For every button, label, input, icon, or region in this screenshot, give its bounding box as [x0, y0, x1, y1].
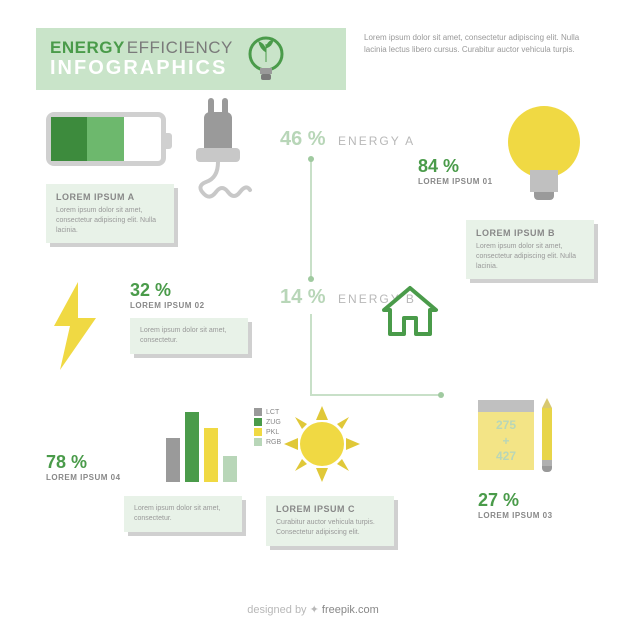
stat-01: 84 % LOREM IPSUM 01: [418, 156, 493, 186]
chart-bar: [204, 428, 218, 482]
footer: designed by ✦ freepik.com: [0, 603, 626, 616]
box-title: LOREM IPSUM B: [476, 228, 584, 238]
connector-dot: [308, 276, 314, 282]
header-subtitle: INFOGRAPHICS: [50, 58, 233, 79]
stat-label: LOREM IPSUM 02: [130, 301, 205, 310]
stat-04: 78 % LOREM IPSUM 04: [46, 452, 121, 482]
notepad-icon: 275 + 427: [478, 400, 534, 470]
plug-icon: [204, 112, 232, 148]
energy-a: 46 % ENERGY A: [280, 128, 415, 151]
legend-item: LCT: [254, 408, 281, 416]
header-efficiency: EFFICIENCY: [127, 38, 233, 57]
connector-line: [310, 158, 312, 278]
intro-text: Lorem ipsum dolor sit amet, consectetur …: [364, 32, 590, 56]
legend-item: RGB: [254, 438, 281, 446]
lightbulb-icon: [508, 106, 580, 178]
lightbulb-tip: [534, 192, 554, 200]
header-energy: ENERGY: [50, 38, 125, 57]
box-title: LOREM IPSUM C: [276, 504, 384, 514]
battery-icon: [46, 112, 166, 166]
box-text: Lorem ipsum dolor sit amet, consectetur …: [476, 242, 584, 271]
chart-legend: LCT ZUG PKL RGB: [254, 408, 281, 448]
box-text: Lorem ipsum dolor sit amet, consectetur.: [140, 326, 238, 346]
stat-label: LOREM IPSUM 04: [46, 473, 121, 482]
stat-pct: 84 %: [418, 156, 493, 177]
bar-chart: LCT ZUG PKL RGB: [166, 396, 296, 482]
stat-pct: 78 %: [46, 452, 121, 473]
footer-brand: freepik.com: [322, 604, 379, 616]
battery-segment: [87, 117, 123, 161]
stat-label: LOREM IPSUM 03: [478, 511, 553, 520]
header-banner: ENERGYEFFICIENCY INFOGRAPHICS: [36, 28, 346, 90]
connector-dot: [438, 392, 444, 398]
chart-bar: [223, 456, 237, 482]
box-chart: Lorem ipsum dolor sit amet, consectetur.: [124, 496, 242, 532]
box-d: Lorem ipsum dolor sit amet, consectetur.: [130, 318, 248, 354]
pencil-icon: [542, 398, 552, 472]
box-c: LOREM IPSUM C Curabitur auctor vehicula …: [266, 496, 394, 546]
box-a: LOREM IPSUM A Lorem ipsum dolor sit amet…: [46, 184, 174, 243]
battery-segment: [51, 117, 87, 161]
lightning-icon: [46, 282, 106, 372]
chart-bar: [166, 438, 180, 482]
connector-line: [310, 394, 440, 396]
eco-bulb-icon: [245, 34, 287, 84]
chart-bar: [185, 412, 199, 482]
box-text: Lorem ipsum dolor sit amet, consectetur.: [134, 504, 232, 524]
energy-b-pct: 14 %: [280, 286, 326, 308]
lightbulb-base: [530, 170, 558, 192]
energy-a-label: ENERGY A: [338, 134, 415, 148]
connector-dot: [308, 156, 314, 162]
energy-a-pct: 46 %: [280, 128, 326, 150]
stat-pct: 27 %: [478, 490, 553, 511]
notepad-plus: +: [484, 434, 528, 450]
plug-cord-icon: [198, 160, 258, 210]
legend-item: PKL: [254, 428, 281, 436]
stat-label: LOREM IPSUM 01: [418, 177, 493, 186]
notepad-n2: 427: [484, 449, 528, 465]
box-text: Lorem ipsum dolor sit amet, consectetur …: [56, 206, 164, 235]
house-icon: [380, 284, 440, 338]
stat-03: 27 % LOREM IPSUM 03: [478, 490, 553, 520]
box-text: Curabitur auctor vehicula turpis. Consec…: [276, 518, 384, 538]
box-b: LOREM IPSUM B Lorem ipsum dolor sit amet…: [466, 220, 594, 279]
stat-02: 32 % LOREM IPSUM 02: [130, 280, 205, 310]
footer-prefix: designed by: [247, 604, 309, 616]
notepad-n1: 275: [484, 418, 528, 434]
legend-item: ZUG: [254, 418, 281, 426]
box-title: LOREM IPSUM A: [56, 192, 164, 202]
stat-pct: 32 %: [130, 280, 205, 301]
connector-line: [310, 314, 312, 394]
